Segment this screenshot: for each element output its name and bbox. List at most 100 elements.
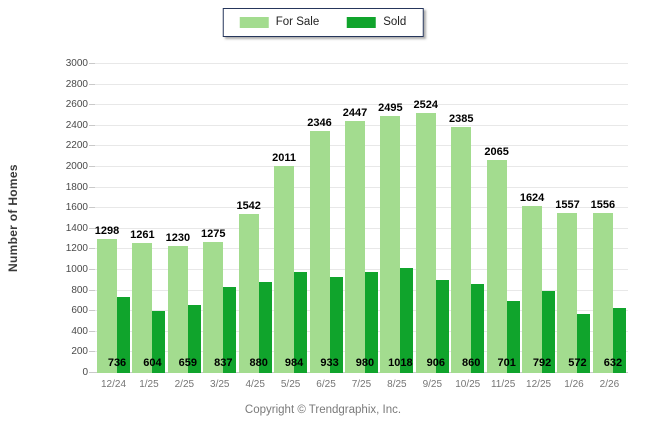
for-sale-value-label: 1557 bbox=[555, 198, 580, 211]
gridline bbox=[95, 83, 628, 85]
bar-group: 2346 933 6/25 bbox=[307, 64, 343, 390]
sold-bar bbox=[258, 282, 272, 373]
for-sale-value-label: 2011 bbox=[272, 151, 297, 164]
for-sale-bar: 2524 bbox=[414, 99, 438, 373]
bar-group: 1556 632 2/26 bbox=[590, 64, 626, 390]
bar-group: 1298 736 12/24 bbox=[95, 64, 130, 390]
y-tick-label: 2200 bbox=[65, 140, 88, 152]
for-sale-bar: 1275 bbox=[201, 228, 226, 373]
x-tick-label: 1/25 bbox=[139, 379, 159, 390]
for-sale-value-label: 2495 bbox=[378, 102, 403, 115]
for-sale-bar: 1261 bbox=[130, 229, 155, 373]
y-tick-label: 1400 bbox=[65, 222, 88, 234]
sold-bar bbox=[577, 314, 591, 373]
y-tick-label: 2600 bbox=[65, 99, 88, 111]
for-sale-bar: 2065 bbox=[484, 146, 509, 373]
bar-group: 2447 980 7/25 bbox=[343, 64, 378, 390]
sold-value-label: 632 bbox=[603, 357, 623, 369]
y-tick-mark bbox=[89, 104, 95, 106]
y-tick-mark bbox=[89, 310, 95, 312]
plot-area: 1298 736 12/24 1261 604 1/25 1230 659 2/25 1275 83… bbox=[89, 63, 628, 390]
y-tick-mark bbox=[89, 372, 95, 373]
sold-value-label: 906 bbox=[426, 357, 445, 369]
sold-bar bbox=[506, 300, 520, 373]
bar-group: 2065 701 11/25 bbox=[484, 64, 520, 390]
y-tick-label: 400 bbox=[71, 325, 88, 337]
y-tick-label: 3000 bbox=[65, 58, 88, 69]
bar-group: 1275 837 3/25 bbox=[201, 64, 237, 390]
sold-value-label: 792 bbox=[532, 357, 552, 369]
y-tick-label: 2000 bbox=[65, 161, 88, 172]
bar-group: 1624 792 12/25 bbox=[520, 64, 556, 390]
for-sale-value-label: 2447 bbox=[342, 106, 368, 119]
sold-bar bbox=[435, 279, 449, 373]
x-tick-label: 10/25 bbox=[455, 379, 481, 390]
y-tick-mark bbox=[89, 248, 95, 250]
for-sale-bar: 2495 bbox=[378, 102, 403, 373]
for-sale-value-label: 1261 bbox=[130, 229, 155, 242]
y-tick-label: 1600 bbox=[65, 202, 88, 214]
for-sale-value-label: 1542 bbox=[236, 200, 261, 213]
y-tick-mark bbox=[89, 166, 95, 167]
for-sale-bar: 1624 bbox=[520, 192, 544, 373]
x-tick-label: 7/25 bbox=[351, 379, 372, 390]
x-tick-label: 6/25 bbox=[316, 379, 336, 390]
sold-bar bbox=[223, 286, 237, 373]
for-sale-value-label: 2346 bbox=[307, 117, 332, 130]
sold-value-label: 659 bbox=[178, 357, 198, 369]
gridline bbox=[95, 63, 628, 64]
bar-group: 1261 604 1/25 bbox=[130, 64, 166, 390]
sold-bar bbox=[400, 268, 414, 373]
y-tick-label: 1800 bbox=[65, 181, 88, 193]
sold-value-label: 736 bbox=[107, 357, 127, 369]
legend: For Sale Sold bbox=[222, 8, 424, 37]
y-tick-mark bbox=[89, 83, 95, 85]
for-sale-value-label: 1624 bbox=[519, 191, 545, 204]
y-tick-mark bbox=[89, 269, 95, 270]
for-sale-bar: 1542 bbox=[236, 200, 261, 373]
for-sale-bar: 1298 bbox=[95, 225, 119, 373]
y-tick-mark bbox=[89, 289, 95, 291]
sold-value-label: 1018 bbox=[388, 357, 413, 369]
sold-bar bbox=[542, 291, 556, 373]
sold-bar bbox=[471, 284, 485, 373]
for-sale-swatch-icon bbox=[239, 17, 269, 28]
bars-container: 1298 736 12/24 1261 604 1/25 1230 659 2/25 1275 83… bbox=[95, 64, 628, 390]
bar-group: 1230 659 2/25 bbox=[165, 64, 201, 390]
x-tick-label: 8/25 bbox=[387, 379, 407, 390]
x-tick-label: 4/25 bbox=[245, 379, 265, 390]
y-tick-label: 200 bbox=[71, 346, 88, 358]
y-tick-label: 0 bbox=[82, 367, 88, 378]
for-sale-value-label: 2385 bbox=[448, 113, 474, 126]
sold-value-label: 880 bbox=[249, 357, 268, 369]
sold-bar bbox=[329, 276, 343, 373]
for-sale-bar: 2447 bbox=[343, 107, 367, 373]
x-tick-label: 5/25 bbox=[280, 379, 301, 390]
for-sale-bar: 1557 bbox=[555, 199, 580, 373]
y-tick-label: 2800 bbox=[65, 78, 88, 90]
gridline bbox=[95, 104, 628, 106]
y-tick-mark bbox=[89, 186, 95, 188]
x-tick-label: 1/26 bbox=[564, 379, 584, 390]
y-axis-title: Number of Homes bbox=[6, 164, 20, 273]
for-sale-value-label: 1556 bbox=[590, 198, 616, 211]
x-tick-label: 2/25 bbox=[174, 379, 195, 390]
y-tick-mark bbox=[89, 227, 95, 229]
bar-group: 2385 860 10/25 bbox=[448, 64, 485, 390]
y-tick-label: 800 bbox=[71, 284, 88, 296]
y-tick-mark bbox=[89, 145, 95, 147]
y-tick-label: 1200 bbox=[65, 243, 88, 255]
bar-group: 1557 572 1/26 bbox=[555, 64, 591, 390]
for-sale-value-label: 1298 bbox=[94, 225, 120, 238]
sold-bar bbox=[612, 307, 626, 373]
for-sale-value-label: 1230 bbox=[165, 232, 191, 245]
y-tick-mark bbox=[89, 351, 95, 353]
sold-value-label: 933 bbox=[320, 357, 339, 369]
y-tick-mark bbox=[89, 124, 95, 126]
sold-value-label: 980 bbox=[355, 357, 375, 369]
copyright-text: Copyright © Trendgraphix, Inc. bbox=[244, 404, 402, 416]
legend-label-for-sale: For Sale bbox=[275, 16, 320, 28]
x-tick-label: 12/25 bbox=[526, 379, 552, 390]
x-tick-label: 12/24 bbox=[100, 379, 127, 390]
for-sale-value-label: 2524 bbox=[413, 99, 439, 112]
